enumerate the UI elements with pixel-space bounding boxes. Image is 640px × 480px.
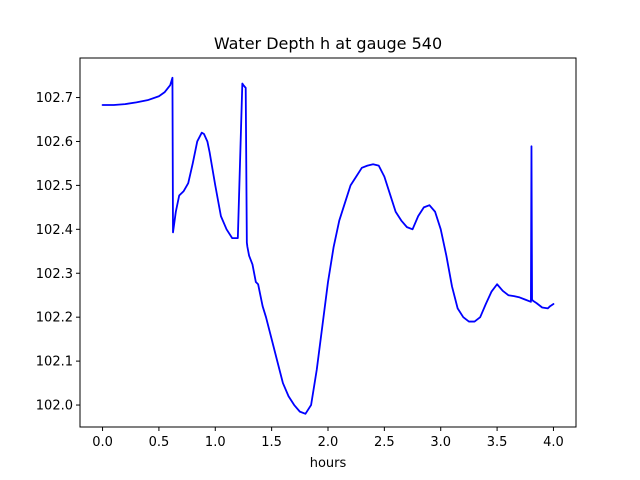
y-tick-label: 102.6 bbox=[36, 135, 73, 150]
x-tick-label: 3.5 bbox=[487, 435, 508, 450]
y-tick-label: 102.0 bbox=[36, 399, 73, 414]
x-axis-label: hours bbox=[310, 456, 347, 471]
x-tick-label: 2.0 bbox=[318, 435, 339, 450]
x-tick-label: 1.5 bbox=[261, 435, 282, 450]
y-tick-label: 102.4 bbox=[36, 223, 73, 238]
chart-title: Water Depth h at gauge 540 bbox=[214, 34, 442, 53]
x-tick-label: 4.0 bbox=[543, 435, 564, 450]
y-tick-label: 102.3 bbox=[36, 267, 73, 282]
y-tick-label: 102.1 bbox=[36, 355, 73, 370]
x-tick-label: 3.0 bbox=[430, 435, 451, 450]
y-axis: 102.0 102.1 102.2 102.3 102.4 102.5 102.6 102.7 bbox=[36, 91, 80, 414]
y-tick-label: 102.5 bbox=[36, 179, 73, 194]
y-tick-label: 102.7 bbox=[36, 91, 73, 106]
y-tick-label: 102.2 bbox=[36, 311, 73, 326]
x-tick-label: 0.0 bbox=[92, 435, 113, 450]
x-tick-label: 1.0 bbox=[205, 435, 226, 450]
x-tick-label: 0.5 bbox=[149, 435, 170, 450]
axes-frame bbox=[79, 57, 577, 428]
x-axis: 0.0 0.5 1.0 1.5 2.0 2.5 3.0 3.5 4.0 bbox=[92, 427, 564, 450]
x-tick-label: 2.5 bbox=[374, 435, 395, 450]
plot-area bbox=[101, 76, 555, 415]
series-line-0 bbox=[101, 76, 555, 415]
